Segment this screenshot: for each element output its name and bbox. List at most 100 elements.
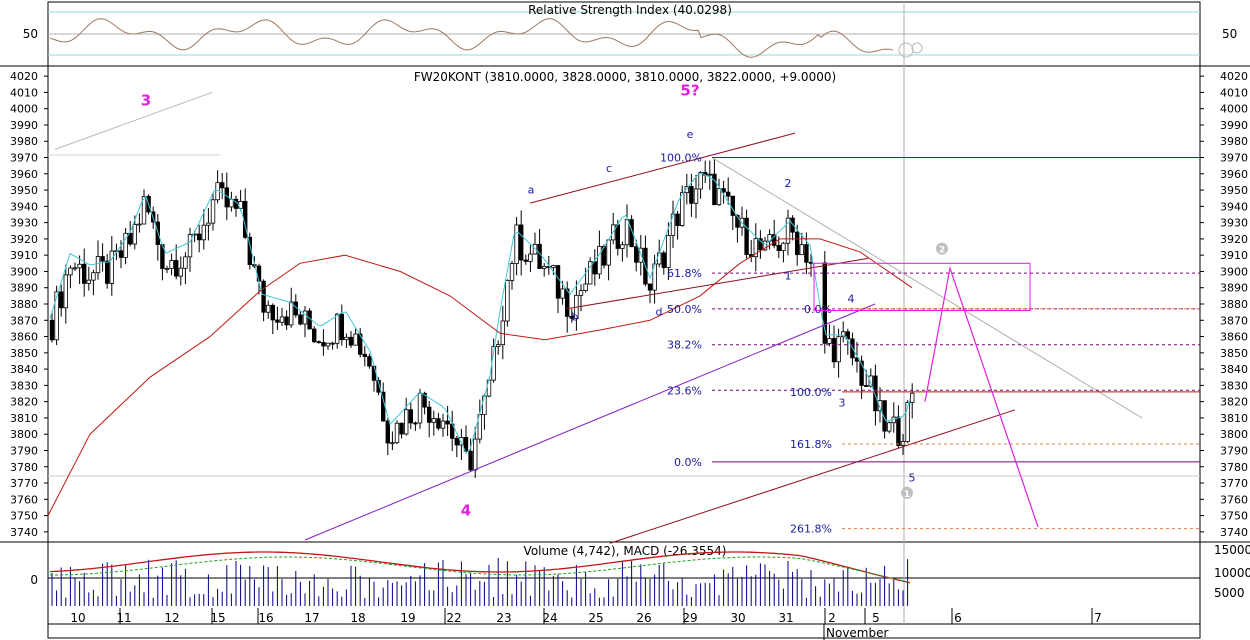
candle-body (394, 422, 400, 444)
wave-label: 5 (909, 471, 916, 484)
candle-body (666, 234, 671, 268)
candle-body (385, 420, 390, 444)
candle-body (196, 233, 202, 241)
candle-body (500, 320, 505, 346)
candle-body (896, 416, 901, 446)
candle-body (82, 263, 87, 284)
candle-body (206, 222, 211, 226)
candle-body (339, 313, 344, 341)
y-tick-label-right: 3790 (1220, 444, 1248, 457)
y-tick-label-left: 3920 (10, 233, 38, 246)
rsi-level-right: 50 (1222, 27, 1237, 41)
candle-body (689, 186, 694, 204)
x-tick-label: 29 (682, 611, 697, 625)
candle-body (799, 244, 804, 256)
fib-level-label: 61.8% (667, 267, 702, 280)
y-tick-label-left: 3790 (10, 444, 38, 457)
candle-body (468, 450, 473, 471)
candle-body (123, 232, 128, 258)
candle-body (275, 319, 280, 323)
candle-body (201, 224, 206, 241)
candle-body (675, 213, 680, 226)
ellipse-marker (901, 486, 913, 499)
candle-body (721, 188, 726, 193)
rsi-series-line (49, 18, 894, 58)
candle-body (334, 313, 340, 344)
candle-body (730, 195, 735, 216)
candle-body (417, 392, 423, 424)
y-tick-label-right: 3970 (1220, 152, 1248, 165)
candle-body (546, 266, 551, 268)
candle-body (670, 213, 676, 236)
y-tick-label-right: 3750 (1220, 510, 1248, 523)
x-tick-label: 16 (258, 611, 273, 625)
candle-body (629, 219, 634, 248)
candle-body (514, 224, 519, 265)
channel-line (565, 257, 869, 310)
fib-level-label: 23.6% (667, 384, 702, 397)
candle-body (302, 310, 308, 325)
volume-zero-label: 0 (30, 573, 38, 587)
y-tick-label-left: 3860 (10, 331, 38, 344)
candle-body (367, 356, 372, 367)
y-tick-label-right: 3880 (1220, 298, 1248, 311)
candle-body (528, 253, 533, 262)
candle-body (187, 234, 193, 258)
y-tick-label-left: 3900 (10, 265, 38, 278)
y-tick-label-right: 3830 (1220, 379, 1248, 392)
y-tick-label-left: 3770 (10, 477, 38, 490)
y-tick-label-left: 3880 (10, 298, 38, 311)
y-tick-label-left: 3760 (10, 493, 38, 506)
candle-body (459, 437, 464, 446)
x-tick-label: 31 (778, 611, 793, 625)
candle-body (588, 261, 593, 285)
candle-body (868, 375, 873, 387)
volume-title: Volume (4,742), MACD (-26.3554) (524, 544, 727, 558)
x-tick-label: 15 (210, 611, 225, 625)
y-tick-label-right: 3810 (1220, 412, 1248, 425)
candle-body (910, 392, 915, 403)
candle-body (680, 192, 685, 226)
candle-body (758, 238, 763, 251)
candle-body (808, 261, 814, 264)
candle-body (454, 437, 459, 446)
macd-signal-line (50, 556, 911, 583)
channel-line (529, 132, 796, 204)
candle-body (887, 422, 892, 432)
candle-body (440, 420, 446, 429)
candle-body (77, 263, 82, 269)
wave-label: 1 (785, 270, 792, 283)
candle-body (891, 416, 896, 424)
candle-body (827, 338, 832, 344)
candle-body (265, 304, 271, 313)
candle-body (555, 265, 561, 299)
candle-body (91, 272, 96, 281)
candle-body (716, 188, 722, 206)
rsi-title: Relative Strength Index (40.0298) (528, 3, 732, 17)
candle-body (804, 244, 809, 263)
candle-body (472, 438, 478, 471)
candle-body (735, 215, 740, 228)
y-tick-label-right: 3740 (1220, 526, 1248, 539)
candle-body (693, 188, 699, 204)
y-tick-label-right: 4020 (1220, 70, 1248, 83)
wave-label: 2 (785, 177, 792, 190)
y-tick-label-right: 3800 (1220, 428, 1248, 441)
y-tick-label-left: 3950 (10, 184, 38, 197)
x-tick-label: 7 (1094, 611, 1102, 625)
candle-body (63, 274, 68, 309)
y-tick-label-right: 3960 (1220, 168, 1248, 181)
candle-body (436, 418, 441, 429)
y-tick-label-right: 3990 (1220, 119, 1248, 132)
y-tick-label-right: 3870 (1220, 314, 1248, 327)
candle-body (583, 283, 588, 292)
candle-body (578, 290, 584, 296)
candle-body (523, 259, 528, 262)
fib-ext-label: 161.8% (790, 438, 832, 451)
x-tick-label: 6 (954, 611, 962, 625)
candle-body (100, 256, 105, 262)
candle-body (519, 224, 524, 261)
x-tick-label: 17 (304, 611, 319, 625)
